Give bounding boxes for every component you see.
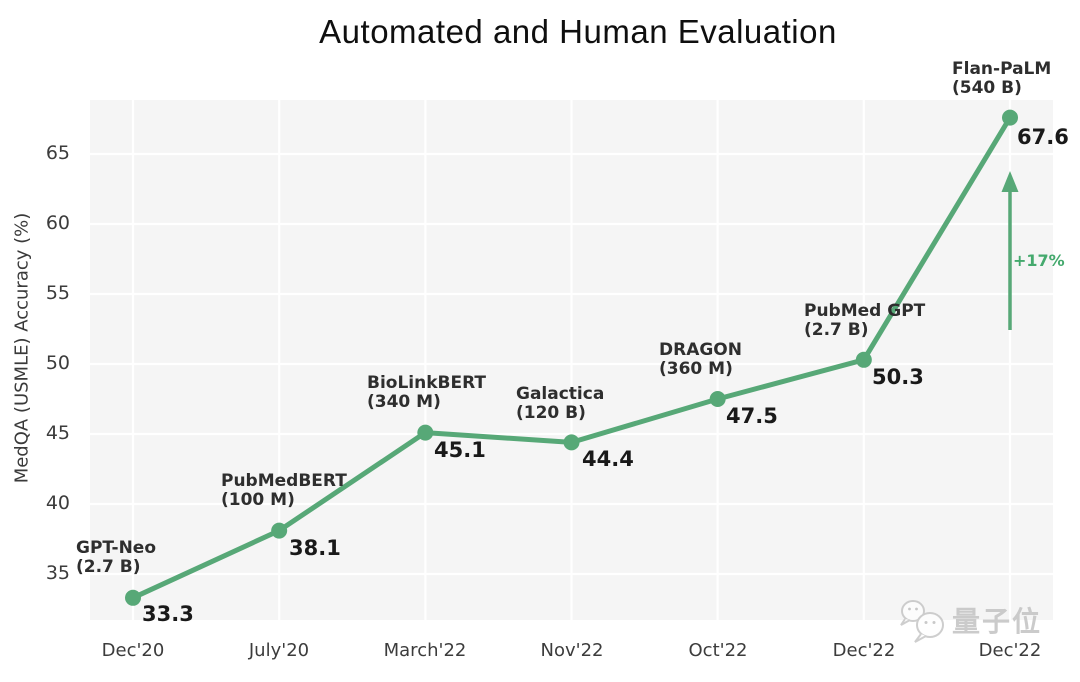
model-label-biolinkbert: BioLinkBERT (340 M) (367, 373, 487, 412)
watermark-text: 量子位 (952, 605, 1043, 638)
increase-arrow-icon (1001, 171, 1019, 330)
value-label-2: 38.1 (289, 536, 341, 560)
chart-title: Automated and Human Evaluation (319, 13, 837, 50)
value-label-7: 67.6 (1017, 125, 1069, 149)
y-tick-45: 45 (45, 422, 70, 444)
x-tick-2: July'20 (248, 640, 310, 661)
value-label-6: 50.3 (872, 365, 924, 389)
y-tick-55: 55 (45, 282, 70, 304)
y-tick-35: 35 (45, 562, 70, 584)
model-label-pubmedbert: PubMedBERT (100 M) (221, 471, 347, 510)
model-label-flan-palm: Flan-PaLM (540 B) (952, 59, 1052, 98)
y-tick-50: 50 (45, 352, 70, 374)
data-points (125, 109, 1018, 606)
value-label-4: 44.4 (582, 447, 634, 471)
data-point-marker (563, 434, 580, 451)
x-tick-4: Nov'22 (540, 640, 604, 661)
y-tick-65: 65 (45, 142, 70, 164)
data-point-marker (855, 351, 872, 368)
data-point-marker (417, 424, 434, 441)
data-point-marker (709, 391, 726, 407)
value-label-5: 47.5 (726, 404, 778, 428)
data-point-marker (271, 522, 288, 539)
gridlines (90, 100, 1053, 620)
model-label-gpt-neo: GPT-Neo (2.7 B) (76, 538, 157, 577)
data-point-marker (1002, 109, 1018, 126)
data-point-marker (125, 589, 141, 606)
x-tick-5: Oct'22 (688, 640, 748, 661)
watermark: 量子位 (896, 598, 1042, 646)
x-tick-1: Dec'20 (101, 640, 165, 661)
x-tick-6: Dec'22 (832, 640, 896, 661)
wechat-chat-bubbles-icon (900, 600, 944, 643)
value-label-3: 45.1 (434, 438, 486, 462)
model-label-galactica: Galactica (120 B) (516, 384, 605, 423)
x-tick-7: Dec'22 (978, 640, 1042, 661)
model-label-dragon: DRAGON (360 M) (659, 340, 742, 379)
x-tick-3: March'22 (383, 640, 467, 661)
y-tick-40: 40 (45, 492, 70, 514)
value-label-1: 33.3 (142, 602, 194, 626)
model-label-pubmed-gpt: PubMed GPT (2.7 B) (804, 301, 926, 340)
increase-annotation: +17% (1013, 251, 1065, 270)
y-tick-60: 60 (45, 212, 70, 234)
